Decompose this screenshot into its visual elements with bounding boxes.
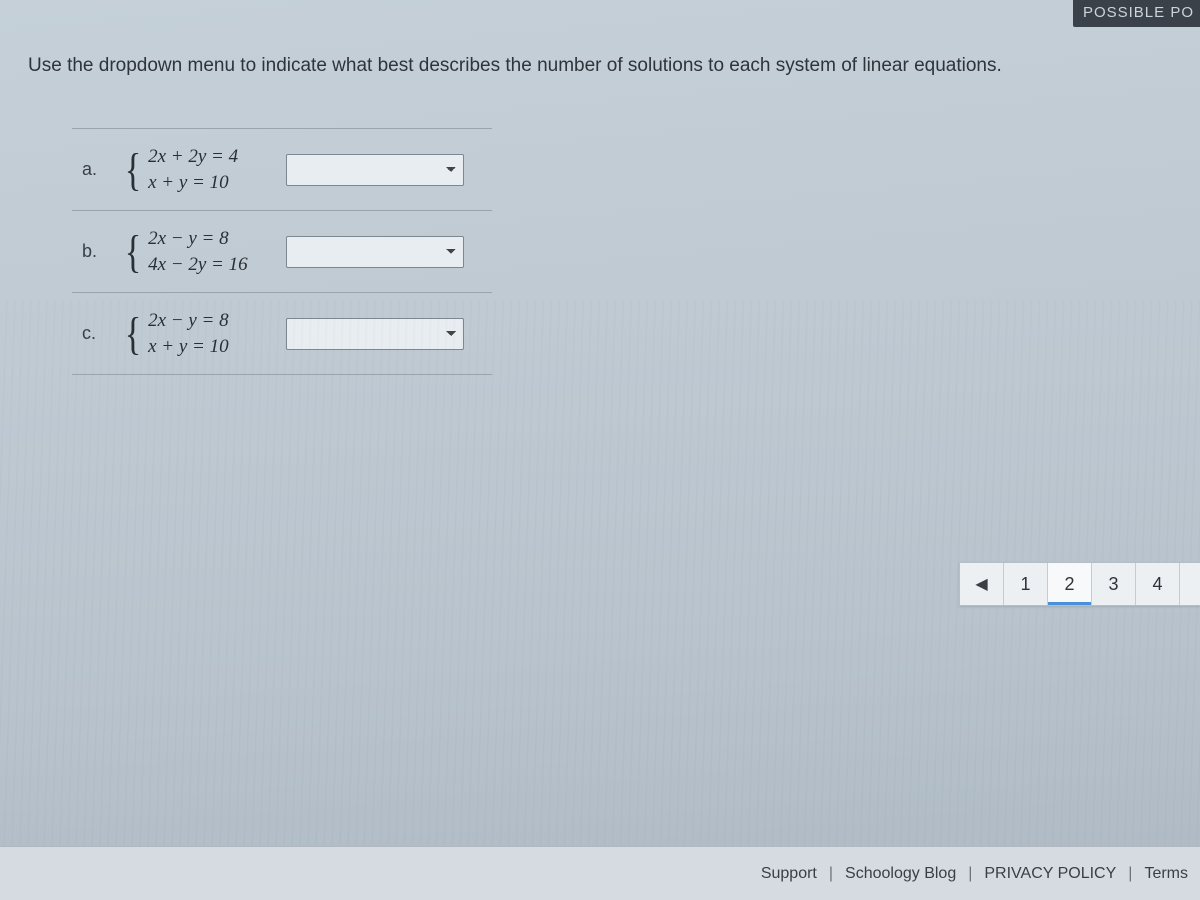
pager-page-1[interactable]: 1 xyxy=(1004,563,1048,605)
question-list: a. { 2x + 2y = 4 x + y = 10 b. { 2x − y … xyxy=(72,128,492,375)
page-footer: Support | Schoology Blog | PRIVACY POLIC… xyxy=(0,846,1200,900)
equation-line: 2x − y = 8 xyxy=(148,310,229,332)
brace-icon: { xyxy=(125,149,142,190)
footer-separator: | xyxy=(821,865,841,883)
question-row: c. { 2x − y = 8 x + y = 10 xyxy=(72,293,492,375)
question-label: c. xyxy=(82,323,108,344)
brace-icon: { xyxy=(125,313,142,354)
equations: 2x − y = 8 x + y = 10 xyxy=(148,310,229,358)
footer-link-terms[interactable]: Terms xyxy=(1140,865,1192,883)
equation-line: 4x − 2y = 16 xyxy=(148,254,248,276)
question-instruction: Use the dropdown menu to indicate what b… xyxy=(28,52,1188,80)
equation-line: x + y = 10 xyxy=(148,336,229,358)
answer-dropdown-b[interactable] xyxy=(286,236,464,268)
pager-page-4[interactable]: 4 xyxy=(1136,563,1180,605)
brace-icon: { xyxy=(125,231,142,272)
answer-dropdown-a[interactable] xyxy=(286,154,464,186)
equation-system: { 2x − y = 8 x + y = 10 xyxy=(122,310,272,358)
answer-dropdown-c[interactable] xyxy=(286,318,464,350)
question-row: a. { 2x + 2y = 4 x + y = 10 xyxy=(72,129,492,211)
question-pager: ◀ 1 2 3 4 xyxy=(959,562,1200,606)
pager-overflow[interactable] xyxy=(1180,563,1200,605)
footer-separator: | xyxy=(960,865,980,883)
equation-system: { 2x − y = 8 4x − 2y = 16 xyxy=(122,228,272,276)
possible-points-badge: POSSIBLE PO xyxy=(1073,0,1200,27)
equations: 2x − y = 8 4x − 2y = 16 xyxy=(148,228,248,276)
footer-separator: | xyxy=(1120,865,1140,883)
pager-page-3[interactable]: 3 xyxy=(1092,563,1136,605)
pager-page-2[interactable]: 2 xyxy=(1048,563,1092,605)
equation-line: x + y = 10 xyxy=(148,172,238,194)
footer-link-blog[interactable]: Schoology Blog xyxy=(841,865,960,883)
pager-prev-button[interactable]: ◀ xyxy=(960,563,1004,605)
question-label: b. xyxy=(82,241,108,262)
equation-line: 2x − y = 8 xyxy=(148,228,248,250)
footer-link-support[interactable]: Support xyxy=(757,865,821,883)
equation-line: 2x + 2y = 4 xyxy=(148,146,238,168)
equations: 2x + 2y = 4 x + y = 10 xyxy=(148,146,238,194)
question-row: b. { 2x − y = 8 4x − 2y = 16 xyxy=(72,211,492,293)
footer-link-privacy[interactable]: PRIVACY POLICY xyxy=(980,865,1120,883)
question-label: a. xyxy=(82,159,108,180)
equation-system: { 2x + 2y = 4 x + y = 10 xyxy=(122,146,272,194)
